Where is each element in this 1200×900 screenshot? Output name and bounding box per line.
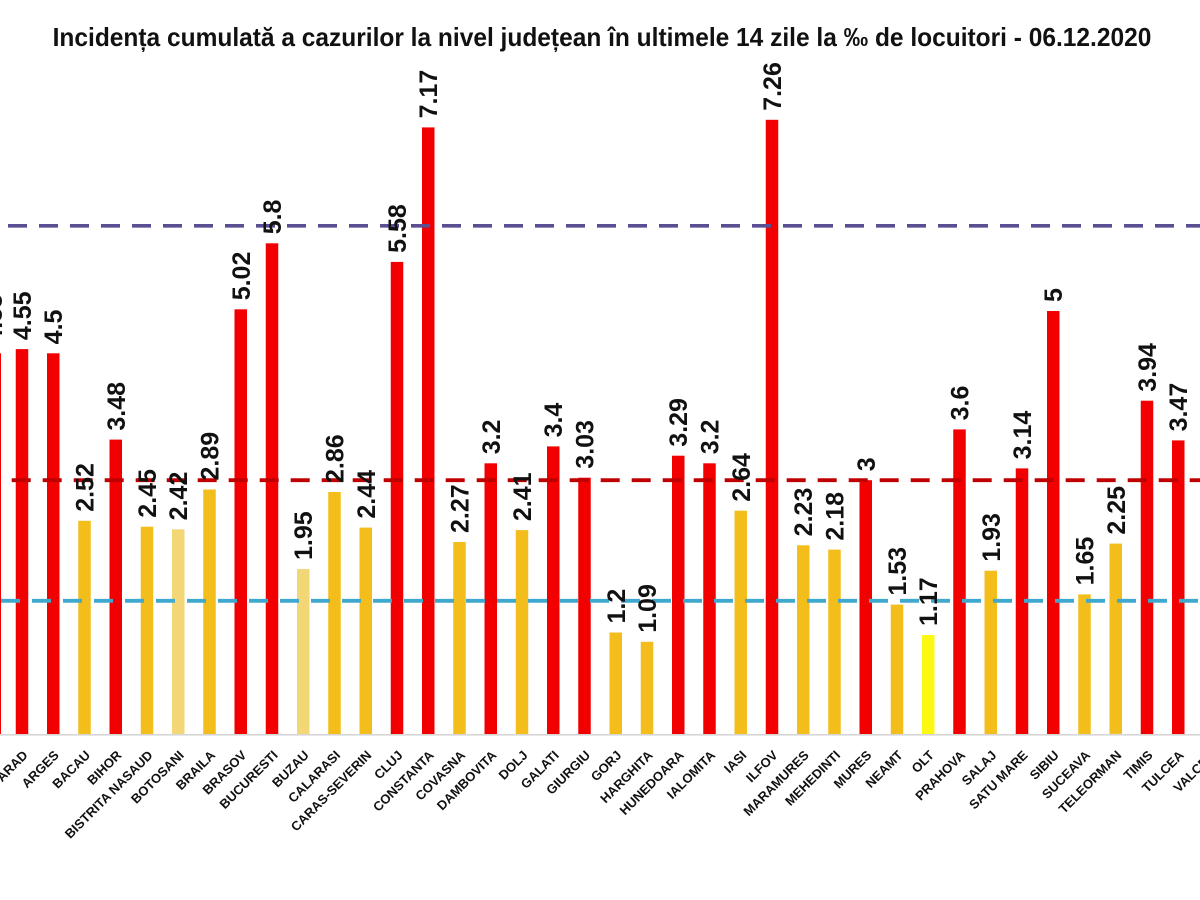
svg-text:3.2: 3.2 (697, 420, 725, 455)
svg-text:3.29: 3.29 (665, 398, 693, 447)
svg-text:5: 5 (1040, 288, 1068, 302)
svg-text:Incidența cumulată a cazurilor: Incidența cumulată a cazurilor la nivel … (53, 23, 1152, 52)
svg-text:2.86: 2.86 (322, 434, 350, 483)
svg-text:2.18: 2.18 (822, 492, 850, 541)
svg-text:3.14: 3.14 (1009, 411, 1037, 460)
svg-text:2.41: 2.41 (509, 472, 537, 521)
svg-text:1.17: 1.17 (915, 577, 943, 626)
svg-text:2.27: 2.27 (447, 484, 475, 533)
svg-text:3.94: 3.94 (1134, 343, 1162, 392)
svg-text:3.47: 3.47 (1165, 383, 1193, 432)
svg-text:2.45: 2.45 (134, 469, 162, 518)
svg-text:5.8: 5.8 (259, 199, 287, 234)
svg-text:3.03: 3.03 (572, 420, 600, 469)
svg-text:5.02: 5.02 (228, 252, 256, 301)
svg-text:2.52: 2.52 (72, 463, 100, 512)
svg-text:1.93: 1.93 (978, 513, 1006, 562)
svg-text:2.23: 2.23 (790, 488, 818, 537)
svg-text:4.55: 4.55 (0, 294, 8, 343)
svg-text:4.55: 4.55 (9, 291, 37, 340)
svg-text:1.53: 1.53 (884, 547, 912, 596)
svg-text:3.2: 3.2 (478, 420, 506, 455)
svg-text:3.4: 3.4 (540, 403, 568, 438)
svg-text:1.65: 1.65 (1072, 537, 1100, 586)
svg-text:7.26: 7.26 (759, 62, 787, 111)
svg-text:5.58: 5.58 (384, 204, 412, 253)
svg-text:3: 3 (853, 457, 881, 471)
svg-text:7.17: 7.17 (415, 70, 443, 119)
svg-text:3.6: 3.6 (947, 386, 975, 421)
svg-text:2.64: 2.64 (728, 453, 756, 502)
svg-text:4.5: 4.5 (40, 309, 68, 344)
svg-text:1.2: 1.2 (603, 589, 631, 624)
svg-text:1.95: 1.95 (290, 511, 318, 560)
svg-text:1.09: 1.09 (634, 584, 662, 633)
svg-text:3.48: 3.48 (103, 382, 131, 431)
svg-text:2.89: 2.89 (197, 432, 225, 481)
svg-text:2.44: 2.44 (353, 470, 381, 519)
svg-text:2.25: 2.25 (1103, 486, 1131, 535)
svg-text:2.42: 2.42 (165, 472, 193, 521)
